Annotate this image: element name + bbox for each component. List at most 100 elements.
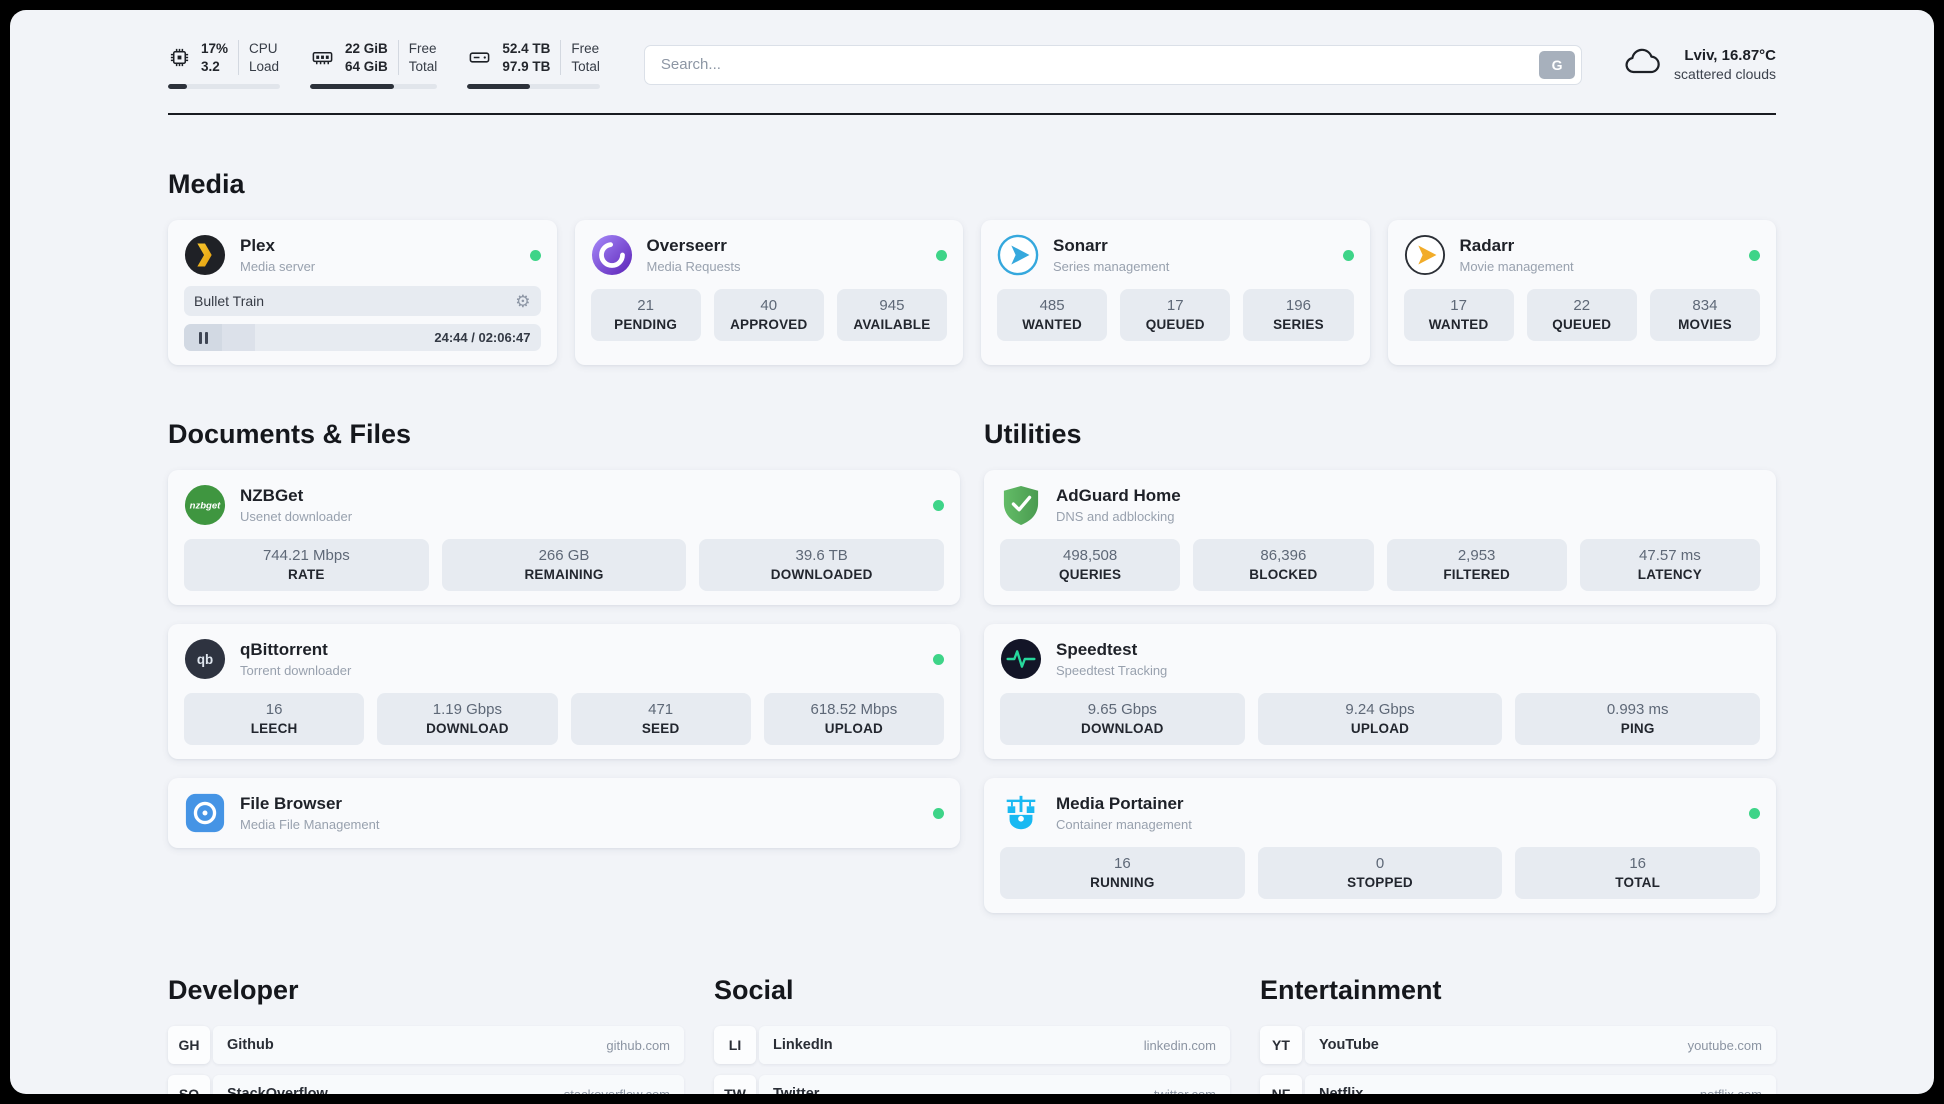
bookmark-abbr: NF xyxy=(1260,1075,1302,1094)
app-card-nzbget[interactable]: nzbget NZBGet Usenet downloader 744.21 M… xyxy=(168,470,960,606)
app-subtitle: Container management xyxy=(1056,817,1192,833)
stat-filtered: 2,953 FILTERED xyxy=(1386,539,1567,592)
sonarr-icon xyxy=(997,234,1039,276)
app-subtitle: DNS and adblocking xyxy=(1056,509,1175,525)
disk-widget: 52.4 TB 97.9 TB Free Total xyxy=(467,40,600,90)
bookmark-abbr: GH xyxy=(168,1026,210,1065)
bookmark-stackoverflow[interactable]: SO StackOverflow stackoverflow.com xyxy=(168,1075,684,1094)
stat-rate: 744.21 Mbps RATE xyxy=(184,539,429,592)
stat-wanted: 485 WANTED xyxy=(997,289,1108,342)
stat-queued: 22 QUEUED xyxy=(1526,289,1637,342)
app-subtitle: Media server xyxy=(240,259,316,275)
disk-total-value: 97.9 TB xyxy=(502,58,551,74)
app-subtitle: Usenet downloader xyxy=(240,509,353,525)
status-dot-online xyxy=(1749,249,1760,261)
app-title: Media Portainer xyxy=(1056,794,1184,814)
app-subtitle: Torrent downloader xyxy=(240,663,352,679)
app-card-overseerr[interactable]: Overseerr Media Requests 21 PENDING 40 A… xyxy=(574,220,963,366)
stat-downloaded: 39.6 TB DOWNLOADED xyxy=(699,539,945,592)
speedtest-icon xyxy=(1000,638,1042,680)
section-title-developer: Developer xyxy=(168,975,299,1006)
middle-columns: Documents & Files nzbget NZBGet Usenet d xyxy=(168,365,1776,914)
plex-icon xyxy=(184,234,226,276)
ram-free-label: Free xyxy=(408,41,437,56)
stat-total: 16 TOTAL xyxy=(1515,847,1761,900)
top-bar: 17% 3.2 CPU Load xyxy=(168,40,1776,90)
app-card-speedtest[interactable]: Speedtest Speedtest Tracking 9.65 Gbps D… xyxy=(984,624,1776,760)
stat-pending: 21 PENDING xyxy=(590,289,701,342)
bookmark-url: twitter.com xyxy=(1154,1087,1216,1094)
app-card-sonarr[interactable]: Sonarr Series management 485 WANTED 17 Q… xyxy=(981,220,1370,366)
weather-location: Lviv, 16.87°C xyxy=(1684,47,1776,65)
status-dot-online xyxy=(933,653,944,665)
bookmark-name: Github xyxy=(227,1037,274,1054)
search-input[interactable] xyxy=(660,56,1540,74)
portainer-icon xyxy=(1000,792,1042,834)
bookmark-linkedin[interactable]: LI LinkedIn linkedin.com xyxy=(714,1026,1230,1065)
app-card-qbittorrent[interactable]: qb qBittorrent Torrent downloader 16 LEE… xyxy=(168,624,960,760)
weather-condition: scattered clouds xyxy=(1674,66,1776,83)
stat-remaining: 266 GB REMAINING xyxy=(441,539,687,592)
app-title: Radarr xyxy=(1459,236,1515,256)
ram-progress-fill xyxy=(310,84,395,90)
disk-progress-bar xyxy=(467,84,600,90)
social-column: Social LI LinkedIn linkedin.com TW Twitt… xyxy=(714,921,1230,1094)
developer-column: Developer GH Github github.com SO StackO… xyxy=(168,921,684,1094)
documents-column: Documents & Files nzbget NZBGet Usenet d xyxy=(168,365,960,849)
stat-queries: 498,508 QUERIES xyxy=(1000,539,1181,592)
header-divider xyxy=(168,113,1776,116)
status-dot-online xyxy=(933,499,944,511)
pause-button[interactable] xyxy=(184,324,222,352)
entertainment-column: Entertainment YT YouTube youtube.com NF … xyxy=(1260,921,1776,1094)
hard-drive-icon xyxy=(467,46,492,69)
section-title-entertainment: Entertainment xyxy=(1260,975,1442,1006)
app-subtitle: Media File Management xyxy=(240,817,380,833)
svg-text:qb: qb xyxy=(197,652,213,667)
status-dot-online xyxy=(936,249,947,261)
bookmark-netflix[interactable]: NF Netflix netflix.com xyxy=(1260,1075,1776,1094)
ram-free-value: 22 GiB xyxy=(345,41,388,56)
qbittorrent-icon: qb xyxy=(184,638,226,680)
section-title-documents: Documents & Files xyxy=(168,419,412,450)
nzbget-icon: nzbget xyxy=(184,484,226,526)
stat-upload: 618.52 Mbps UPLOAD xyxy=(763,693,944,746)
cpu-widget: 17% 3.2 CPU Load xyxy=(168,40,280,90)
weather-widget: Lviv, 16.87°C scattered clouds xyxy=(1622,46,1776,83)
bookmark-abbr: YT xyxy=(1260,1026,1302,1065)
bookmark-youtube[interactable]: YT YouTube youtube.com xyxy=(1260,1026,1776,1065)
ram-widget: 22 GiB 64 GiB Free Total xyxy=(310,40,438,90)
metric-divider xyxy=(560,40,562,76)
plex-now-playing: Bullet Train ⚙ 24:44 / 02:06:47 xyxy=(184,286,541,352)
gear-icon[interactable]: ⚙ xyxy=(515,291,531,311)
filebrowser-icon xyxy=(184,792,226,834)
playback-progress-row[interactable]: 24:44 / 02:06:47 xyxy=(184,324,541,352)
app-card-adguard[interactable]: AdGuard Home DNS and adblocking 498,508 … xyxy=(984,470,1776,606)
bookmark-github[interactable]: GH Github github.com xyxy=(168,1026,684,1065)
status-dot-online xyxy=(1749,807,1760,819)
section-title-media: Media xyxy=(168,169,245,200)
ram-total-label: Total xyxy=(408,58,438,74)
cpu-progress-bar xyxy=(168,84,280,90)
svg-text:nzbget: nzbget xyxy=(190,500,222,511)
utilities-column: Utilities AdGuard xyxy=(984,365,1776,914)
app-card-radarr[interactable]: Radarr Movie management 17 WANTED 22 QUE… xyxy=(1387,220,1776,366)
stat-queued: 17 QUEUED xyxy=(1120,289,1231,342)
cpu-usage-value: 17% xyxy=(201,41,229,56)
app-title: Sonarr xyxy=(1053,236,1108,256)
stat-running: 16 RUNNING xyxy=(1000,847,1245,900)
bookmark-name: Netflix xyxy=(1319,1086,1363,1094)
bookmark-name: YouTube xyxy=(1319,1037,1379,1054)
stat-movies: 834 MOVIES xyxy=(1649,289,1761,342)
adguard-icon xyxy=(1000,484,1042,526)
search-engine-button[interactable]: G xyxy=(1539,50,1576,79)
stat-download: 9.65 Gbps DOWNLOAD xyxy=(1000,693,1245,746)
disk-total-label: Total xyxy=(571,58,600,74)
app-card-portainer[interactable]: Media Portainer Container management 16 … xyxy=(984,778,1776,914)
bookmark-twitter[interactable]: TW Twitter twitter.com xyxy=(714,1075,1230,1094)
app-card-filebrowser[interactable]: File Browser Media File Management xyxy=(168,778,960,849)
app-title: qBittorrent xyxy=(240,640,328,660)
app-card-plex[interactable]: Plex Media server Bullet Train ⚙ 24:44 /… xyxy=(168,220,557,366)
section-title-utilities: Utilities xyxy=(984,419,1082,450)
stat-download: 1.19 Gbps DOWNLOAD xyxy=(377,693,558,746)
stat-ping: 0.993 ms PING xyxy=(1515,693,1761,746)
